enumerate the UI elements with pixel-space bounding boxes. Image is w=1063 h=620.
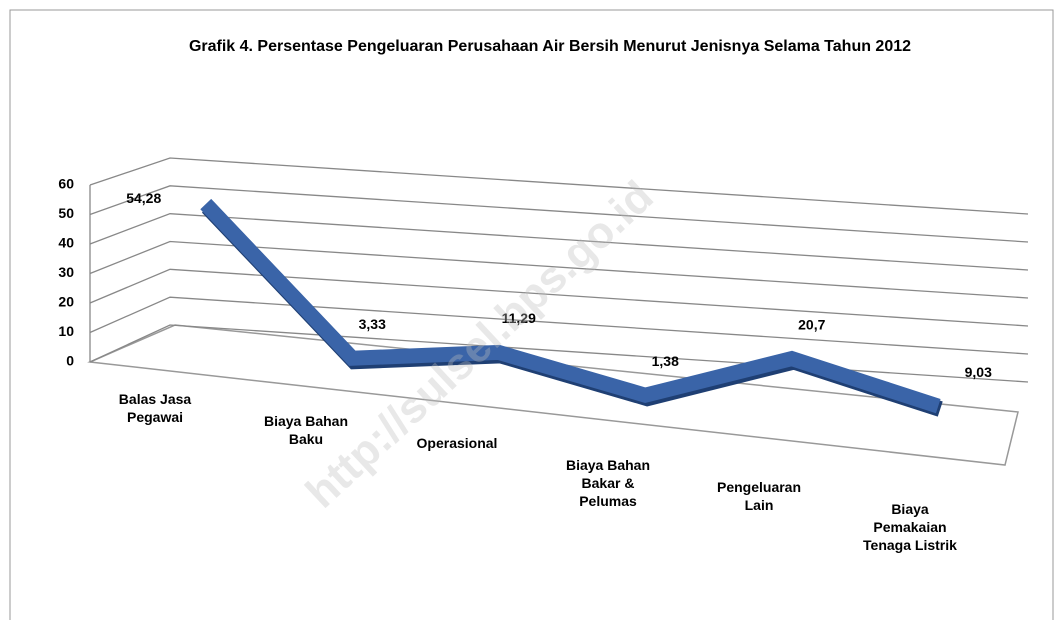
grid-line xyxy=(89,268,1029,327)
x-tick-label: Biaya Bahan Baku xyxy=(263,413,349,447)
x-tick-label: Pengeluaran Lain xyxy=(716,479,802,513)
grid-line xyxy=(89,296,1029,355)
floor xyxy=(87,324,1019,466)
data-label: 54,28 xyxy=(126,190,161,206)
y-tick-label: 50 xyxy=(58,205,74,221)
grid-line xyxy=(89,213,1029,271)
data-label: 11,29 xyxy=(502,310,536,326)
y-tick-label: 40 xyxy=(58,235,74,251)
grid-line xyxy=(89,157,1029,215)
x-tick-label: Biaya Pemakaian Tenaga Listrik xyxy=(863,501,957,553)
x-tick-label: Operasional xyxy=(416,435,498,451)
y-tick-label: 20 xyxy=(58,294,74,310)
grid-line xyxy=(89,324,1029,383)
data-label: 20,7 xyxy=(798,316,825,332)
y-tick-label: 30 xyxy=(58,264,74,280)
y-tick-label: 10 xyxy=(58,323,74,339)
grid-line xyxy=(89,240,1029,299)
grid-line xyxy=(89,185,1029,243)
y-tick-label: 60 xyxy=(58,176,74,192)
y-tick-label: 0 xyxy=(66,353,74,369)
data-label: 1,38 xyxy=(652,353,679,369)
data-label: 9,03 xyxy=(965,364,992,380)
chart-title: Grafik 4. Persentase Pengeluaran Perusah… xyxy=(188,38,912,55)
x-tick-label: Biaya Bahan Bakar & Pelumas xyxy=(565,457,651,509)
data-label: 3,33 xyxy=(359,316,386,332)
x-tick-label: Balas Jasa Pegawai xyxy=(118,391,192,425)
line-ribbon xyxy=(200,198,941,414)
chart-border xyxy=(9,9,1054,620)
